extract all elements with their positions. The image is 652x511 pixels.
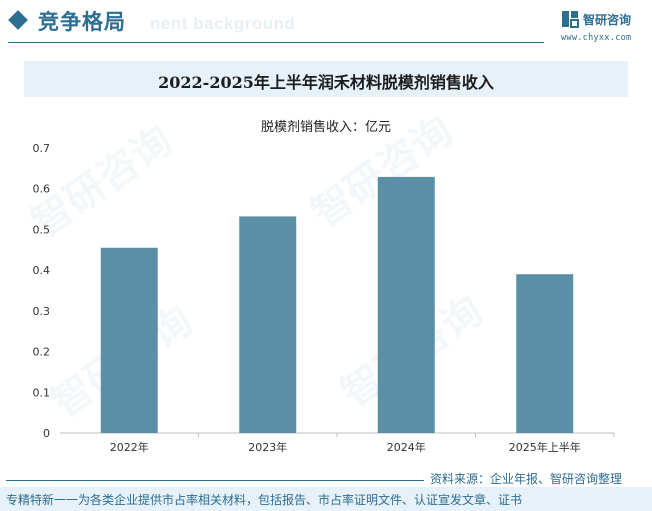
y-tick-label: 0.3 xyxy=(33,305,51,318)
chart-title: 2022-2025年上半年润禾材料脱模剂销售收入 xyxy=(158,73,494,92)
brand: 智研咨询 www.chyxx.com xyxy=(561,10,651,46)
bar xyxy=(516,274,574,433)
y-tick-label: 0.1 xyxy=(33,386,51,399)
footer-tagline: 专精特新一一为各类企业提供市占率相关材料，包括报告、市占率证明文件、认证宣发文章… xyxy=(6,493,523,507)
series-label: 脱模剂销售收入：亿元 xyxy=(260,120,391,135)
x-tick-label: 2023年 xyxy=(248,440,287,454)
bar xyxy=(239,216,297,433)
header: nent background 竞争格局 智研咨询 www.chyxx.com xyxy=(0,0,652,44)
x-tick-label: 2024年 xyxy=(387,440,426,454)
brand-url: www.chyxx.com xyxy=(561,33,632,43)
section-title: 竞争格局 xyxy=(38,9,126,34)
bar xyxy=(100,247,158,433)
x-tick-label: 2022年 xyxy=(110,440,149,454)
y-tick-label: 0.5 xyxy=(33,223,51,236)
y-tick-label: 0.2 xyxy=(33,346,51,359)
bar xyxy=(377,176,435,433)
y-tick-label: 0 xyxy=(43,427,50,440)
footer-divider xyxy=(6,480,424,481)
header-divider xyxy=(8,42,544,43)
y-tick-label: 0.6 xyxy=(33,183,51,196)
x-tick-label: 2025年上半年 xyxy=(509,440,581,454)
brand-name: 智研咨询 xyxy=(583,13,632,27)
chyxx-logo-icon xyxy=(562,11,579,28)
y-tick-label: 0.7 xyxy=(33,142,51,155)
y-tick-label: 0.4 xyxy=(33,264,51,277)
ghost-text: nent background xyxy=(150,14,296,33)
source-note: 资料来源：企业年报、智研咨询整理 xyxy=(430,472,623,486)
chart-title-band: 2022-2025年上半年润禾材料脱模剂销售收入 xyxy=(24,61,628,97)
footer-bar: 专精特新一一为各类企业提供市占率相关材料，包括报告、市占率证明文件、认证宣发文章… xyxy=(0,487,652,511)
